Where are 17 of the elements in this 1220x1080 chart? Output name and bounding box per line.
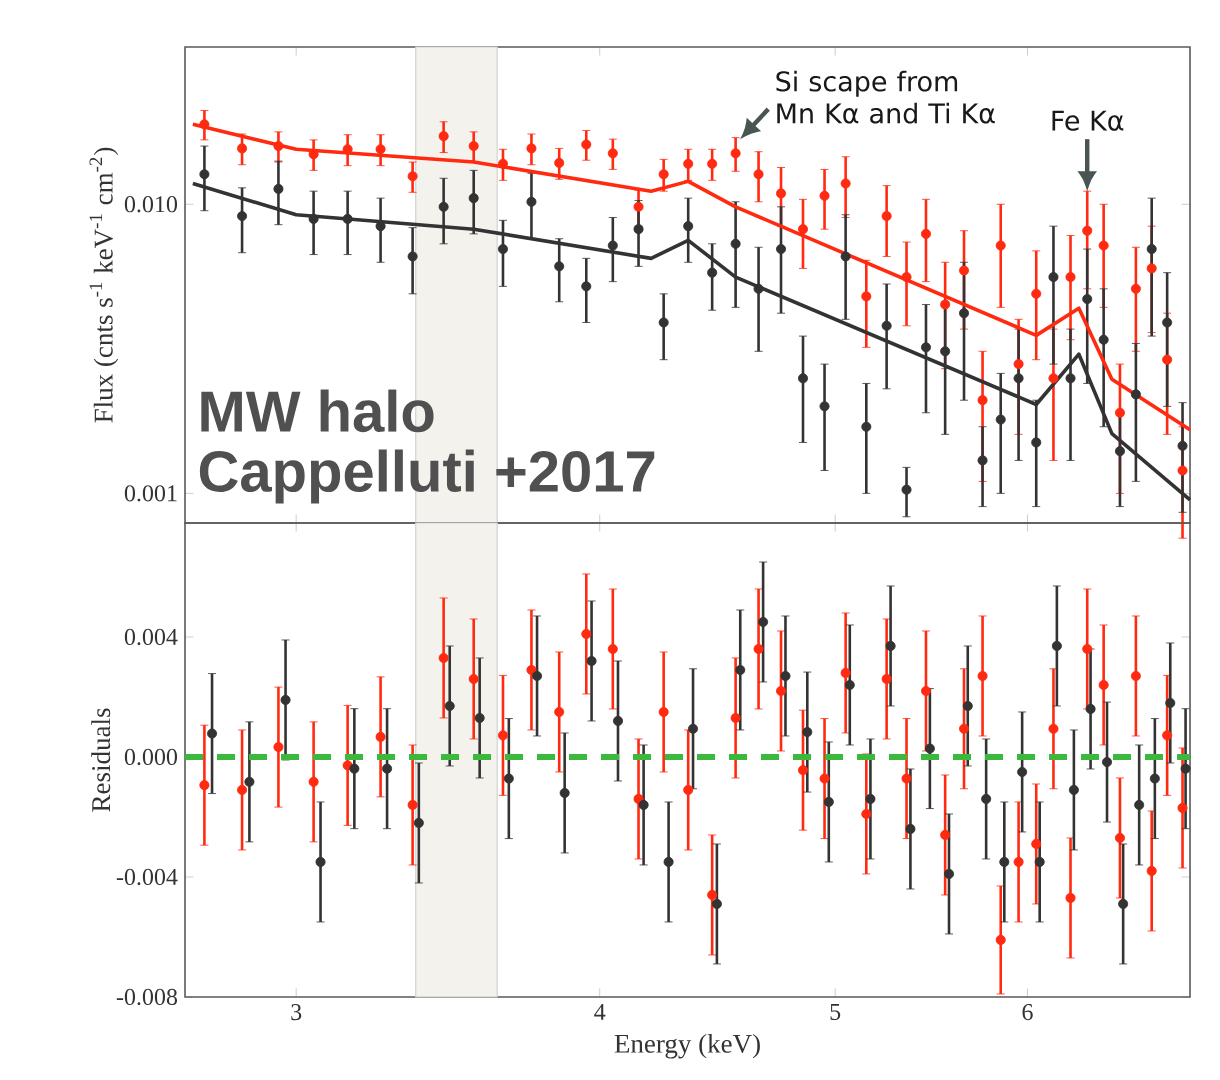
x-tick-label: 3 [291,1004,302,1021]
annotation: Si scape from Mn Kα and Ti Kα [776,70,995,124]
y-tick-label: -0.008 [116,988,178,1006]
annotation: Fe Kα [1052,110,1124,131]
y-axis-title: Flux (cnts s$^{-1}$ keV$^{-1}$ cm$^{-2}$) [89,147,119,423]
y-tick-label: 0.010 [124,196,178,213]
y-axis-title: Residuals [91,708,111,812]
x-tick-label: 6 [1022,1004,1033,1021]
x-tick-label: 5 [830,1004,841,1020]
y-tick-label: 0.001 [124,485,177,502]
annotation: Cappelluti +2017 [199,449,655,504]
x-axis-title: Energy (keV) [614,1033,760,1059]
annotation: MW halo [201,389,434,433]
y-tick-label: 0.004 [124,628,178,646]
y-tick-label: 0.000 [124,748,178,766]
x-tick-label: 4 [594,1004,606,1020]
y-tick-label: -0.004 [116,868,178,886]
